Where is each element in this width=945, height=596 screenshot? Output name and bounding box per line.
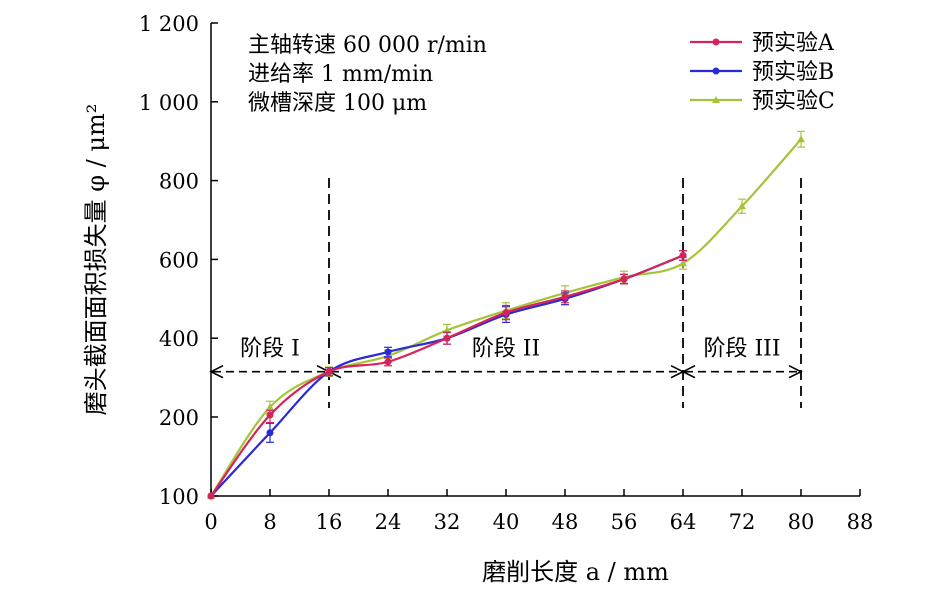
data-point <box>620 275 628 283</box>
x-tick-label: 8 <box>263 510 276 534</box>
data-point <box>502 309 510 317</box>
x-tick-label: 16 <box>316 510 343 534</box>
y-tick-label: 600 <box>159 248 199 272</box>
data-point <box>738 202 746 210</box>
legend-marker <box>712 67 720 75</box>
x-tick-label: 56 <box>611 510 638 534</box>
data-point <box>561 293 569 301</box>
legend-label: 预实验C <box>752 89 835 114</box>
x-tick-label: 64 <box>670 510 697 534</box>
x-tick-label: 80 <box>788 510 815 534</box>
legend-label: 预实验B <box>752 60 834 85</box>
x-tick-label: 24 <box>375 510 402 534</box>
data-point <box>384 348 392 356</box>
arrow-head-right <box>788 364 803 379</box>
data-point <box>797 135 805 143</box>
stage-label-bg <box>466 331 546 362</box>
x-tick-label: 72 <box>729 510 756 534</box>
y-axis-title: 磨头截面面积损失量 φ / μm² <box>82 104 110 416</box>
legend-marker <box>712 96 720 103</box>
legend-marker <box>712 38 720 46</box>
data-point <box>266 411 274 419</box>
stage-label: 阶段 II <box>472 337 540 362</box>
condition-annotation: 进给率 1 mm/min <box>248 62 433 87</box>
x-tick-label: 40 <box>493 510 520 534</box>
arrow-head-left <box>681 364 696 379</box>
y-tick-label: 100 <box>159 485 199 509</box>
x-tick-label: 0 <box>204 510 217 534</box>
stage-label-bg <box>702 331 782 362</box>
condition-annotation: 微槽深度 100 μm <box>248 91 427 116</box>
x-tick-label: 48 <box>552 510 579 534</box>
y-tick-label: 400 <box>159 327 199 351</box>
series-line <box>210 254 684 497</box>
data-point <box>679 259 687 267</box>
y-tick-label: 800 <box>159 170 199 194</box>
data-point <box>443 326 451 334</box>
data-point <box>266 403 274 411</box>
data-point <box>384 358 392 366</box>
data-point <box>207 492 215 500</box>
x-axis-title: 磨削长度 a / mm <box>482 558 669 586</box>
legend-label: 预实验A <box>752 31 835 56</box>
series-line <box>210 254 684 497</box>
data-point <box>266 429 274 437</box>
y-tick-label: 1 200 <box>139 12 199 36</box>
stage-label: 阶段 I <box>240 337 300 362</box>
stage-label-bg <box>230 331 310 362</box>
x-tick-label: 88 <box>847 510 874 534</box>
y-tick-label: 1 000 <box>139 91 199 115</box>
data-point <box>325 368 333 376</box>
condition-annotation: 主轴转速 60 000 r/min <box>248 33 487 58</box>
y-tick-label: 200 <box>159 406 199 430</box>
data-point <box>679 251 687 259</box>
arrow-head-left <box>209 364 224 379</box>
data-point <box>443 334 451 342</box>
x-tick-label: 32 <box>434 510 461 534</box>
stage-label: 阶段 III <box>703 337 780 362</box>
